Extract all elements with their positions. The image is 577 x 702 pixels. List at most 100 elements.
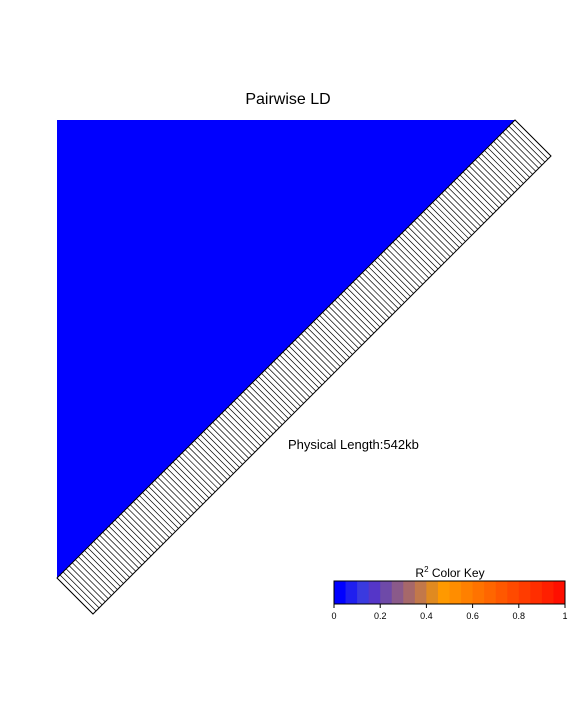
snp-tick	[316, 318, 353, 355]
snp-tick	[325, 309, 362, 346]
snp-tick	[252, 382, 289, 419]
snp-tick	[487, 147, 524, 184]
snp-tick	[493, 141, 530, 178]
color-key-bin	[461, 581, 473, 604]
snp-tick	[334, 299, 372, 337]
color-key-bin	[495, 581, 508, 604]
snp-tick	[438, 196, 475, 233]
snp-tick	[255, 379, 292, 416]
snp-tick	[322, 312, 359, 349]
snp-tick	[203, 431, 240, 468]
snp-tick	[462, 171, 500, 209]
snp-tick	[417, 217, 454, 254]
snp-tick	[136, 498, 173, 535]
snp-tick	[151, 483, 188, 520]
snp-tick	[267, 367, 304, 404]
snp-tick	[514, 119, 552, 157]
snp-tick	[62, 571, 100, 609]
snp-tick	[96, 538, 133, 575]
snp-tick	[319, 315, 356, 352]
snp-tick	[258, 376, 295, 413]
snp-tick	[68, 565, 106, 603]
snp-tick	[166, 467, 204, 505]
snp-tick	[120, 513, 158, 551]
snp-tick	[56, 577, 94, 615]
snp-tick	[200, 434, 237, 471]
snp-tick	[212, 422, 249, 459]
snp-tick	[407, 226, 445, 264]
snp-tick	[188, 446, 225, 483]
snp-tick	[139, 495, 176, 532]
snp-tick	[114, 519, 152, 557]
color-key-tick-label: 0.8	[513, 611, 526, 621]
snp-tick	[75, 559, 112, 596]
snp-tick	[374, 260, 411, 297]
snp-tick	[368, 266, 405, 303]
snp-tick	[340, 293, 378, 331]
snp-tick	[484, 150, 521, 187]
snp-tick	[175, 458, 213, 496]
snp-tick	[72, 562, 109, 599]
snp-tick	[111, 522, 149, 560]
snp-tick	[410, 223, 448, 261]
snp-tick	[453, 180, 491, 218]
snp-tick	[444, 189, 482, 227]
snp-tick	[270, 364, 307, 401]
snp-tick	[59, 574, 97, 612]
color-key-tick-label: 0.2	[374, 611, 387, 621]
color-key-bin	[472, 581, 485, 604]
color-key-tick-label: 0	[331, 611, 336, 621]
snp-tick	[398, 235, 436, 273]
snp-tick	[420, 214, 457, 251]
snp-tick	[429, 205, 466, 242]
color-key-bin	[345, 581, 358, 604]
snp-tick	[435, 199, 472, 236]
snp-tick	[475, 159, 512, 196]
color-key-bin	[449, 581, 462, 604]
color-key-tick-label: 0.6	[466, 611, 479, 621]
snp-tick	[441, 193, 478, 230]
snp-tick	[215, 418, 253, 456]
snp-tick	[404, 229, 442, 267]
snp-tick	[249, 385, 286, 422]
snp-tick	[423, 211, 460, 248]
snp-tick	[365, 269, 402, 306]
snp-tick	[337, 296, 375, 334]
snp-tick	[130, 504, 167, 541]
snp-tick	[227, 406, 265, 444]
snp-tick	[93, 541, 130, 578]
snp-tick	[126, 507, 164, 545]
snp-tick	[184, 449, 222, 487]
snp-tick	[197, 437, 234, 474]
snp-tick	[343, 290, 381, 328]
snp-tick	[505, 128, 543, 166]
snp-tick	[108, 525, 146, 563]
snp-tick	[499, 135, 536, 172]
snp-tick	[346, 287, 384, 325]
snp-tick	[133, 501, 170, 538]
snp-tick	[426, 208, 463, 245]
snp-tick	[233, 400, 271, 438]
snp-tick	[102, 531, 140, 569]
color-key-bin	[334, 581, 346, 604]
snp-tick	[157, 476, 195, 514]
snp-tick	[389, 244, 427, 282]
snp-tick	[218, 415, 256, 453]
snp-position-ticks	[56, 119, 552, 615]
snp-tick	[307, 327, 344, 364]
color-key-bin	[414, 581, 427, 604]
snp-tick	[65, 568, 103, 606]
snp-tick	[172, 461, 210, 499]
snp-tick	[355, 278, 393, 316]
color-key-bin	[437, 581, 450, 604]
snp-tick	[478, 156, 515, 193]
snp-tick	[468, 165, 506, 203]
snp-tick	[142, 492, 179, 529]
snp-tick	[313, 321, 350, 358]
snp-tick	[181, 452, 219, 490]
color-key-title: R2 Color Key	[415, 565, 484, 580]
snp-tick	[490, 144, 527, 181]
snp-tick	[261, 373, 298, 410]
color-key-bin	[368, 581, 381, 604]
